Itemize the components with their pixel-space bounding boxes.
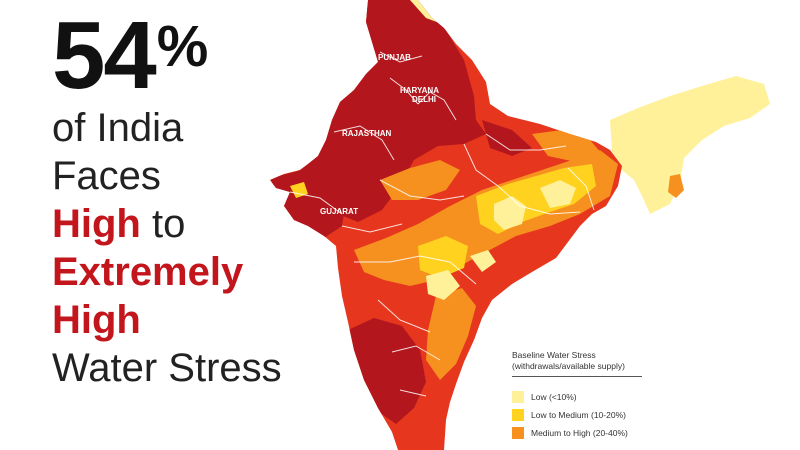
legend-swatch-medium-high	[512, 427, 524, 439]
label-punjab: PUNJAB	[378, 53, 411, 62]
legend-item-low-medium: Low to Medium (10-20%)	[512, 409, 712, 421]
label-gujarat: GUJARAT	[320, 207, 358, 216]
legend-swatch-low	[512, 391, 524, 403]
legend-item-low: Low (<10%)	[512, 391, 712, 403]
northeast-low-region	[610, 76, 770, 214]
legend-subtitle: (withdrawals/available supply)	[512, 361, 625, 371]
zone-extreme-south	[348, 318, 426, 424]
zone-low-central	[470, 250, 496, 272]
legend-title: Baseline Water Stress	[512, 350, 596, 360]
headline-line-extremely: Extremely	[52, 250, 244, 294]
northeast-region	[610, 76, 770, 214]
legend-label-low: Low (<10%)	[531, 392, 577, 402]
label-haryana: HARYANA	[400, 86, 439, 95]
headline-line-of-india: of India	[52, 106, 184, 150]
zone-low-medium-deccan	[418, 236, 468, 278]
zone-low-medium-west-patch	[290, 182, 308, 198]
northeast-medium-patch	[668, 174, 684, 198]
legend-swatch-low-medium	[512, 409, 524, 421]
label-rajasthan: RAJASTHAN	[342, 129, 392, 138]
india-water-stress-map: PUNJAB HARYANA DELHI RAJASTHAN GUJARAT	[270, 0, 770, 450]
legend-divider	[512, 376, 642, 377]
state-boundaries	[289, 51, 595, 397]
map-legend: Baseline Water Stress (withdrawals/avail…	[512, 350, 712, 445]
zone-extreme-gujarat	[270, 168, 346, 238]
label-delhi: DELHI	[412, 95, 436, 104]
zone-extreme-ganga	[482, 120, 532, 156]
state-labels: PUNJAB HARYANA DELHI RAJASTHAN GUJARAT	[320, 53, 439, 216]
headline: 54% of India Faces High to Extremely Hig…	[52, 0, 352, 392]
zone-medium-central-west	[380, 160, 460, 200]
zone-medium-east	[532, 130, 602, 162]
headline-line-high: High	[52, 298, 141, 342]
zone-extreme-northwest	[290, 0, 486, 222]
legend-item-medium-high: Medium to High (20-40%)	[512, 427, 712, 439]
headline-line-high-to: High to	[52, 202, 186, 246]
zone-low-andhra	[426, 270, 460, 300]
legend-label-low-medium: Low to Medium (10-20%)	[531, 410, 626, 420]
headline-line-water-stress: Water Stress	[52, 346, 282, 390]
zone-low-chhattisgarh	[540, 180, 576, 208]
headline-line-faces: Faces	[52, 154, 161, 198]
zone-medium-south-east	[426, 288, 476, 380]
headline-percent: 54%	[52, 2, 208, 109]
legend-label-medium-high: Medium to High (20-40%)	[531, 428, 628, 438]
